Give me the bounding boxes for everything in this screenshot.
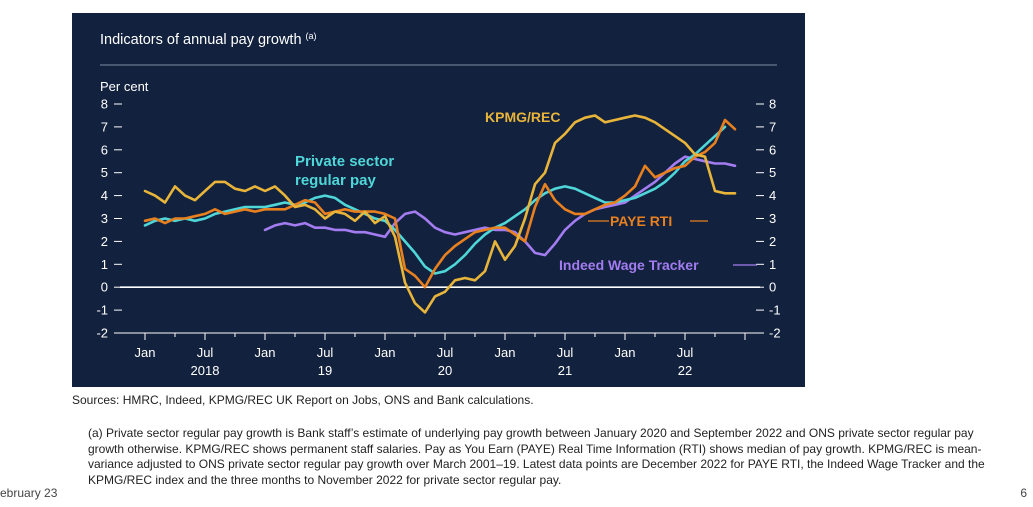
y-tick-label-right: 5 bbox=[769, 165, 776, 180]
x-tick-label: Jan bbox=[375, 345, 396, 360]
label-paye-rti: PAYE RTI bbox=[610, 213, 672, 229]
x-tick-label: Jul bbox=[317, 345, 334, 360]
x-tick-label: Jul bbox=[197, 345, 214, 360]
x-tick-label: Jan bbox=[135, 345, 156, 360]
y-tick-label-left: 2 bbox=[101, 234, 108, 249]
x-year-label: 21 bbox=[558, 363, 572, 378]
x-tick-label: Jan bbox=[495, 345, 516, 360]
label-private-sector-regular-pay: Private sector bbox=[295, 153, 394, 170]
y-tick-label-left: 7 bbox=[101, 119, 108, 134]
label-kpmg-rec: KPMG/REC bbox=[485, 109, 560, 125]
y-tick-label-left: -1 bbox=[96, 303, 108, 318]
y-tick-label-right: 2 bbox=[769, 234, 776, 249]
y-tick-label-left: 6 bbox=[101, 142, 108, 157]
series-line-indeed-wage-tracker bbox=[263, 155, 737, 257]
chart-panel: Indicators of annual pay growth (a) Per c… bbox=[72, 13, 805, 387]
chart-title: Indicators of annual pay growth (a) bbox=[100, 31, 317, 48]
y-tick-label-left: -2 bbox=[96, 326, 108, 341]
x-year-label: 2018 bbox=[191, 363, 220, 378]
y-tick-label-left: 3 bbox=[101, 211, 108, 226]
series-line-paye-rti bbox=[143, 118, 737, 289]
x-tick-label: Jan bbox=[255, 345, 276, 360]
pay-growth-chart: Indicators of annual pay growth (a) Per c… bbox=[96, 31, 781, 378]
y-tick-label-right: -2 bbox=[769, 326, 781, 341]
x-year-label: 19 bbox=[318, 363, 332, 378]
y-tick-label-right: 0 bbox=[769, 280, 776, 295]
y-axis-label: Per cent bbox=[100, 79, 149, 94]
y-tick-label-left: 1 bbox=[101, 257, 108, 272]
y-tick-label-left: 4 bbox=[101, 188, 108, 203]
x-tick-label: Jul bbox=[557, 345, 574, 360]
y-tick-label-right: 8 bbox=[769, 97, 776, 112]
y-tick-label-right: 7 bbox=[769, 119, 776, 134]
y-tick-label-right: 6 bbox=[769, 142, 776, 157]
x-tick-label: Jul bbox=[677, 345, 694, 360]
x-tick-label: Jul bbox=[437, 345, 454, 360]
footnote-a: (a) Private sector regular pay growth is… bbox=[88, 426, 985, 487]
series-line-kpmg-rec bbox=[143, 114, 737, 314]
page-number: 6 bbox=[1020, 486, 1027, 500]
y-tick-label-right: -1 bbox=[769, 303, 781, 318]
label-private-sector-regular-pay: regular pay bbox=[295, 172, 377, 189]
y-tick-label-left: 8 bbox=[101, 97, 108, 112]
y-tick-label-right: 3 bbox=[769, 211, 776, 226]
footer-date: ebruary 23 bbox=[0, 486, 58, 500]
series-line-private-sector-regular-pay bbox=[143, 125, 727, 275]
y-tick-label-right: 1 bbox=[769, 257, 776, 272]
y-tick-label-left: 0 bbox=[101, 280, 108, 295]
x-tick-label: Jan bbox=[615, 345, 636, 360]
y-tick-label-right: 4 bbox=[769, 188, 776, 203]
sources-note: Sources: HMRC, Indeed, KPMG/REC UK Repor… bbox=[72, 393, 534, 407]
x-year-label: 20 bbox=[438, 363, 452, 378]
chart-title-footnote-marker: (a) bbox=[306, 31, 317, 41]
label-indeed-wage-tracker: Indeed Wage Tracker bbox=[559, 257, 699, 273]
y-tick-label-left: 5 bbox=[101, 165, 108, 180]
x-year-label: 22 bbox=[678, 363, 692, 378]
